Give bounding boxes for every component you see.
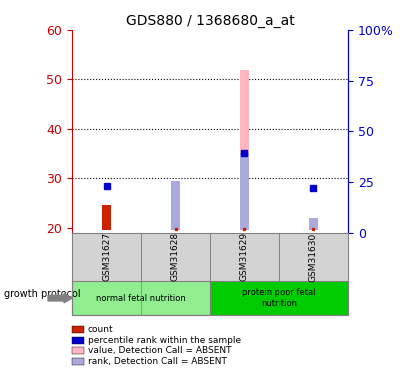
Text: percentile rank within the sample: percentile rank within the sample [88, 336, 241, 345]
Bar [171, 195, 180, 230]
Text: GSM31628: GSM31628 [171, 232, 180, 281]
Title: GDS880 / 1368680_a_at: GDS880 / 1368680_a_at [126, 13, 294, 28]
Text: count: count [88, 325, 114, 334]
Bar [171, 181, 180, 230]
Bar [102, 206, 111, 230]
Text: GSM31630: GSM31630 [309, 232, 318, 282]
Bar [240, 153, 249, 230]
Text: GSM31629: GSM31629 [240, 232, 249, 281]
Bar [309, 217, 318, 230]
Text: normal fetal nutrition: normal fetal nutrition [96, 294, 186, 303]
Bar [309, 217, 318, 230]
Bar [240, 69, 249, 230]
Text: rank, Detection Call = ABSENT: rank, Detection Call = ABSENT [88, 357, 227, 366]
Text: growth protocol: growth protocol [4, 290, 81, 299]
Text: GSM31627: GSM31627 [102, 232, 111, 281]
Text: value, Detection Call = ABSENT: value, Detection Call = ABSENT [88, 346, 232, 355]
Text: protein poor fetal
nutrition: protein poor fetal nutrition [242, 288, 316, 308]
